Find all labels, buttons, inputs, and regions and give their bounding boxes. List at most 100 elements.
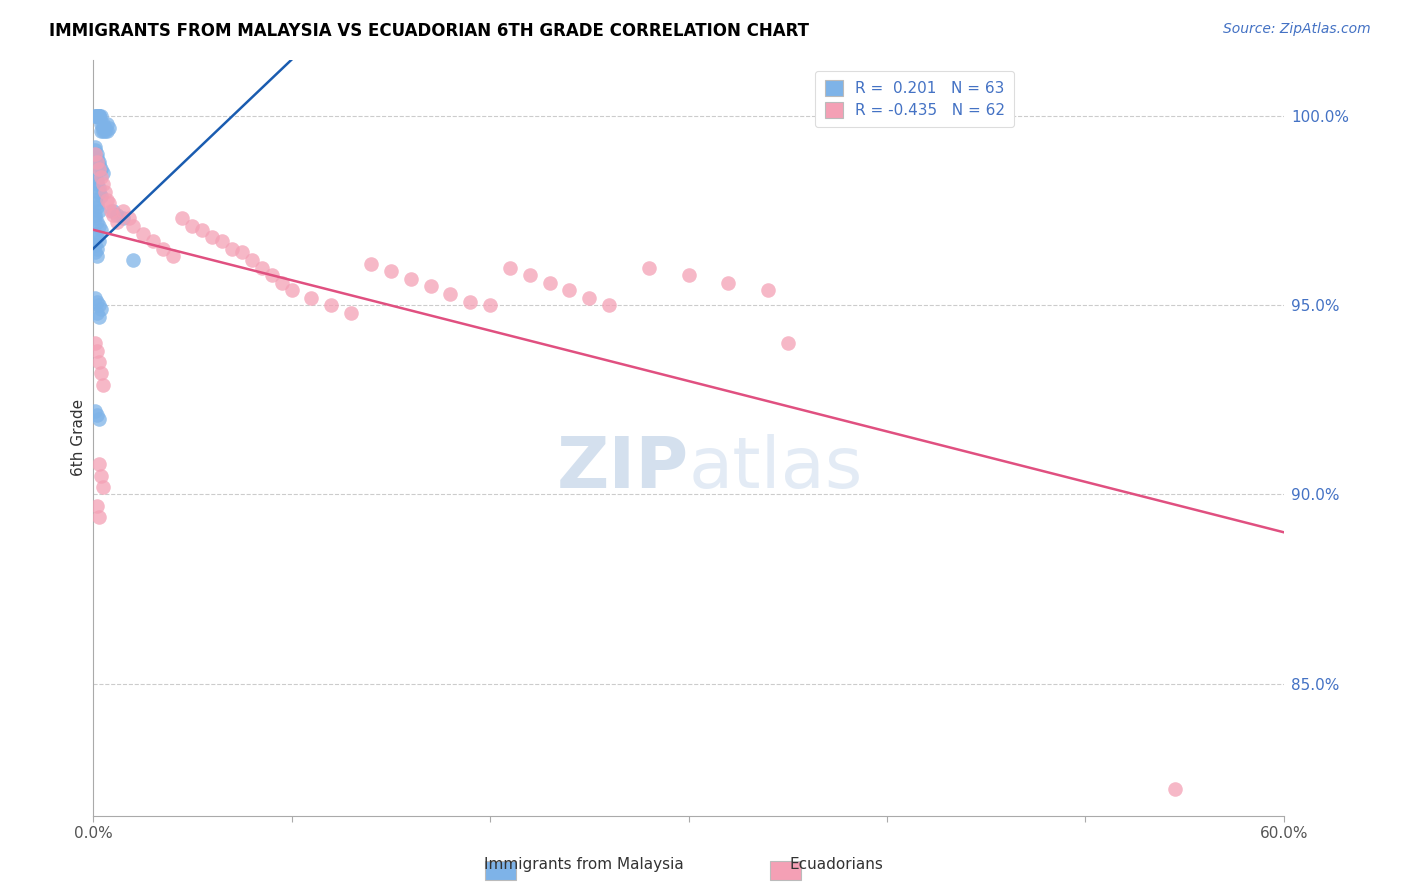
Point <box>321 298 343 312</box>
Point <box>89 109 111 123</box>
Point <box>270 276 292 290</box>
Point <box>399 272 422 286</box>
Point <box>90 302 112 317</box>
Point <box>94 124 117 138</box>
Point <box>91 480 114 494</box>
Point <box>90 367 112 381</box>
Point <box>84 169 107 184</box>
Point <box>260 268 283 282</box>
Point <box>84 109 107 123</box>
Point <box>96 117 118 131</box>
Point <box>84 227 107 241</box>
Point <box>458 294 481 309</box>
Point <box>89 162 111 177</box>
Point <box>94 185 117 199</box>
Point <box>86 230 108 244</box>
Point <box>90 117 112 131</box>
Point <box>90 162 112 177</box>
Point <box>91 117 114 131</box>
Text: Ecuadorians: Ecuadorians <box>790 857 883 872</box>
Point <box>1164 782 1187 797</box>
Point <box>380 264 402 278</box>
Point <box>717 276 740 290</box>
Point <box>94 120 117 135</box>
Point <box>132 227 155 241</box>
Point <box>479 298 502 312</box>
Point <box>101 203 124 218</box>
Point <box>100 203 122 218</box>
Point <box>86 200 108 214</box>
Point <box>86 499 108 513</box>
Point <box>152 242 174 256</box>
Point <box>89 310 111 324</box>
Point <box>84 109 107 123</box>
Text: IMMIGRANTS FROM MALAYSIA VS ECUADORIAN 6TH GRADE CORRELATION CHART: IMMIGRANTS FROM MALAYSIA VS ECUADORIAN 6… <box>49 22 810 40</box>
Point <box>89 203 111 218</box>
Point <box>519 268 541 282</box>
Point <box>90 109 112 123</box>
Point <box>280 283 302 297</box>
Point <box>89 159 111 173</box>
Point <box>91 120 114 135</box>
Point <box>84 291 107 305</box>
Point <box>86 343 108 358</box>
Point <box>86 147 108 161</box>
Point <box>240 253 263 268</box>
Point <box>84 245 107 260</box>
Point <box>90 188 112 202</box>
Point <box>142 234 165 248</box>
Point <box>439 287 461 301</box>
Point <box>231 245 253 260</box>
Point <box>89 109 111 123</box>
Text: atlas: atlas <box>689 434 863 502</box>
Point <box>96 193 118 207</box>
Point <box>201 230 224 244</box>
Point <box>90 223 112 237</box>
Point <box>86 109 108 123</box>
Point <box>598 298 620 312</box>
Point <box>86 154 108 169</box>
Point <box>105 215 128 229</box>
Point <box>89 510 111 524</box>
Point <box>678 268 700 282</box>
Point <box>84 139 107 153</box>
Point <box>118 211 141 226</box>
Point <box>86 249 108 263</box>
Point <box>86 294 108 309</box>
Point <box>91 377 114 392</box>
Point <box>84 208 107 222</box>
Point <box>360 257 382 271</box>
Y-axis label: 6th Grade: 6th Grade <box>72 400 86 476</box>
Point <box>91 124 114 138</box>
Point <box>499 260 522 275</box>
Point <box>89 412 111 426</box>
Point <box>191 223 214 237</box>
Point <box>86 242 108 256</box>
Point <box>96 124 118 138</box>
Point <box>91 166 114 180</box>
Point <box>86 306 108 320</box>
Point <box>84 211 107 226</box>
Point <box>89 109 111 123</box>
Point <box>91 178 114 192</box>
Point <box>637 260 659 275</box>
Point <box>84 193 107 207</box>
Point <box>98 196 121 211</box>
Point <box>90 124 112 138</box>
Point <box>538 276 561 290</box>
Point <box>90 169 112 184</box>
Point <box>101 208 124 222</box>
Point <box>84 238 107 252</box>
Point <box>172 211 194 226</box>
Point <box>558 283 581 297</box>
Point <box>419 279 441 293</box>
Point <box>84 144 107 158</box>
Point <box>84 404 107 418</box>
Point <box>250 260 273 275</box>
Point <box>89 181 111 195</box>
Point <box>86 215 108 229</box>
Point <box>89 219 111 233</box>
Point <box>122 219 145 233</box>
Point <box>221 242 243 256</box>
Point <box>84 147 107 161</box>
